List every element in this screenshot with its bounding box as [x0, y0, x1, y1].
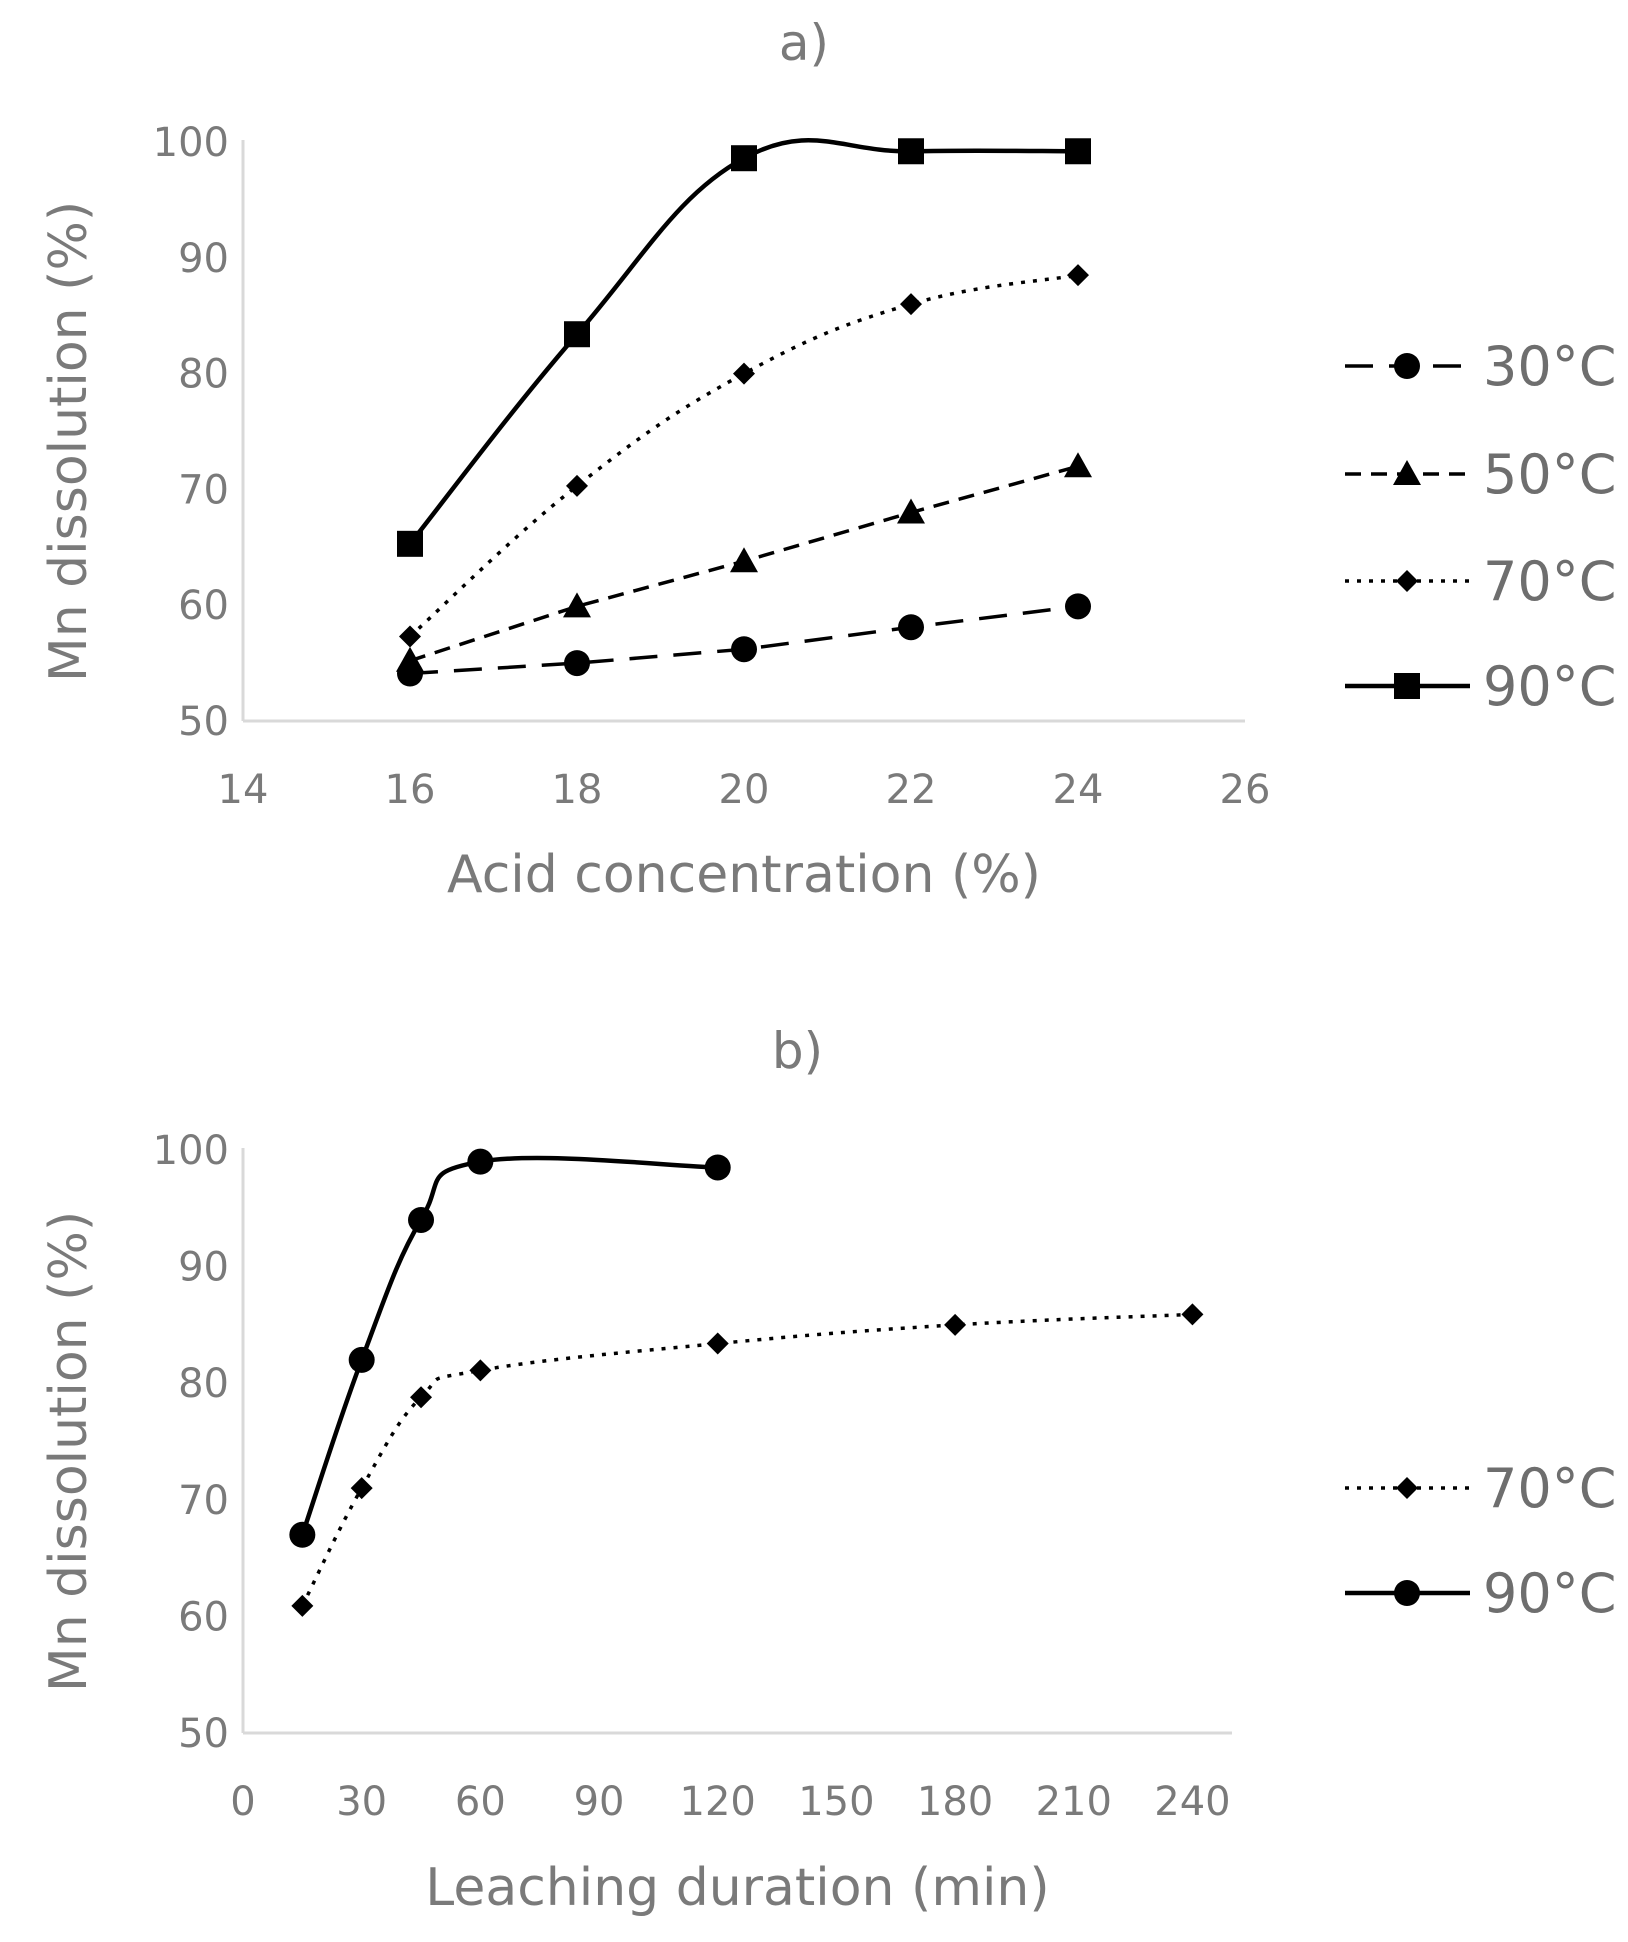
- data-point: [900, 293, 922, 316]
- legend-entry: 70°C: [1345, 550, 1616, 613]
- y-tick-label: 90: [178, 236, 229, 282]
- series-50c: [396, 452, 1092, 672]
- data-point: [731, 636, 757, 663]
- x-tick-label: 14: [218, 767, 269, 813]
- y-axis-title: Mn dissolution (%): [39, 201, 99, 682]
- x-tick-label: 120: [680, 1779, 756, 1825]
- chart-title: b): [772, 1022, 823, 1080]
- y-tick-label: 80: [178, 352, 229, 398]
- x-tick-label: 20: [719, 767, 770, 813]
- data-point: [704, 1154, 731, 1181]
- series-70c: [291, 1303, 1204, 1617]
- legend-entry: 50°C: [1345, 443, 1616, 506]
- y-tick-label: 50: [178, 699, 229, 745]
- data-point: [564, 321, 590, 348]
- x-tick-label: 180: [917, 1779, 993, 1825]
- legend-label: 70°C: [1483, 550, 1616, 613]
- chart-b: b) 50 60 70 80 90 100 0 30 60 90 120 150 180 210 240 Lea…: [39, 1022, 1616, 1918]
- x-tick-label: 90: [574, 1779, 625, 1825]
- data-point: [566, 474, 588, 497]
- y-tick-label: 90: [178, 1245, 229, 1291]
- x-tick-label: 22: [886, 767, 937, 813]
- legend-marker: [1394, 673, 1420, 699]
- data-point: [733, 362, 755, 385]
- data-point: [289, 1521, 316, 1548]
- legend-marker: [1396, 1477, 1418, 1499]
- x-axis-title: Acid concentration (%): [447, 845, 1041, 905]
- data-point: [1067, 264, 1089, 287]
- x-tick-label: 150: [798, 1779, 874, 1825]
- data-point: [706, 1332, 729, 1355]
- x-tick-label: 18: [552, 767, 603, 813]
- y-tick-label: 70: [178, 1478, 229, 1524]
- data-point: [1065, 138, 1091, 165]
- data-point: [1181, 1303, 1204, 1326]
- x-axis-title: Leaching duration (min): [425, 1858, 1049, 1918]
- y-tick-label: 60: [178, 1594, 229, 1640]
- x-tick-label: 210: [1036, 1779, 1112, 1825]
- data-point: [291, 1594, 314, 1617]
- data-point: [399, 625, 421, 648]
- series-line: [300, 1155, 718, 1536]
- data-point: [564, 650, 590, 677]
- data-point: [1064, 452, 1092, 478]
- y-tick-label: 60: [178, 583, 229, 629]
- legend-entry: 90°C: [1345, 655, 1616, 718]
- data-point: [1065, 593, 1091, 620]
- series-70c: [399, 264, 1089, 648]
- legend-marker: [1396, 570, 1418, 592]
- legend-label: 90°C: [1483, 1562, 1616, 1625]
- y-axis-title: Mn dissolution (%): [39, 1211, 99, 1692]
- data-point: [730, 547, 758, 573]
- legend-entry: 70°C: [1345, 1457, 1616, 1520]
- data-point: [397, 530, 423, 557]
- legend-label: 50°C: [1483, 443, 1616, 506]
- data-point: [563, 592, 591, 618]
- data-point: [897, 498, 925, 524]
- data-point: [350, 1477, 373, 1500]
- series-90c: [397, 138, 1091, 557]
- x-tick-label: 0: [230, 1779, 255, 1825]
- y-tick-label: 100: [153, 120, 229, 166]
- series-line: [408, 273, 1079, 638]
- data-point: [469, 1359, 492, 1382]
- legend-marker: [1394, 353, 1420, 379]
- y-tick-label: 80: [178, 1361, 229, 1407]
- legend-label: 30°C: [1483, 335, 1616, 398]
- data-point: [944, 1313, 967, 1336]
- y-tick-label: 50: [178, 1711, 229, 1757]
- legend-marker: [1393, 460, 1421, 485]
- legend-entry: 90°C: [1345, 1562, 1616, 1625]
- x-tick-label: 60: [455, 1779, 506, 1825]
- chart-title: a): [779, 14, 829, 72]
- series-90c: [289, 1148, 731, 1548]
- x-tick-label: 26: [1220, 767, 1271, 813]
- legend-label: 70°C: [1483, 1457, 1616, 1520]
- y-tick-label: 70: [178, 467, 229, 513]
- data-point: [898, 614, 924, 641]
- data-point: [467, 1148, 494, 1175]
- data-point: [898, 138, 924, 165]
- series-30c: [397, 593, 1091, 687]
- data-point: [348, 1346, 375, 1373]
- x-tick-label: 30: [336, 1779, 387, 1825]
- series-line: [408, 138, 1079, 546]
- data-point: [396, 646, 424, 672]
- legend-marker: [1394, 1580, 1420, 1606]
- legend-label: 90°C: [1483, 655, 1616, 718]
- data-point: [731, 145, 757, 172]
- x-tick-label: 24: [1053, 767, 1104, 813]
- chart-a: a) 50 60 70 80 90 100 14 16 18 20 22 24 26 Acid concen…: [39, 14, 1616, 905]
- series-line: [300, 1312, 1193, 1607]
- x-tick-label: 16: [385, 767, 436, 813]
- data-point: [410, 1386, 433, 1409]
- x-tick-label: 240: [1154, 1779, 1230, 1825]
- y-tick-label: 100: [153, 1128, 229, 1174]
- data-point: [408, 1206, 435, 1233]
- legend-entry: 30°C: [1345, 335, 1616, 398]
